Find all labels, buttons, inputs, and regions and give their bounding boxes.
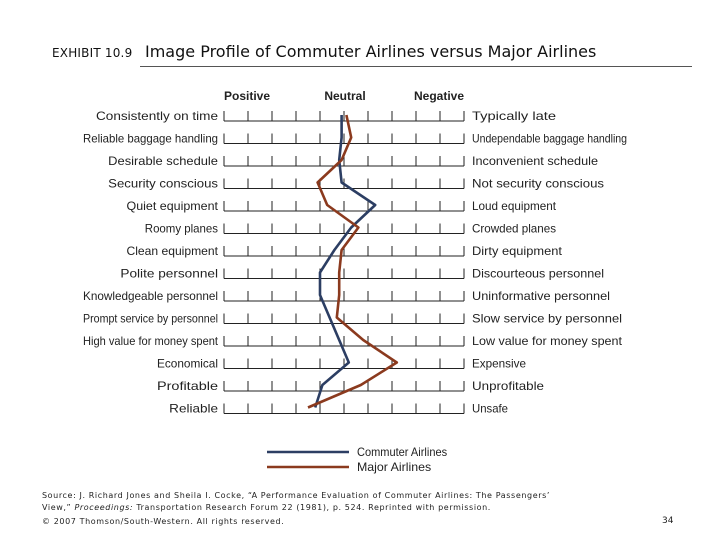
right-attribute-label: Discourteous personnel	[472, 267, 604, 281]
source-line-2-a: View,”	[42, 503, 72, 512]
left-attribute-label: Consistently on time	[96, 109, 218, 123]
right-attribute-label: Typically late	[472, 109, 556, 123]
left-attribute-label: Security conscious	[108, 177, 218, 191]
right-attribute-label: Not security conscious	[472, 177, 604, 191]
left-attribute-label: Desirable schedule	[108, 154, 218, 168]
right-attribute-label: Loud equipment	[472, 199, 557, 213]
slide-header: EXHIBIT 10.9 Image Profile of Commuter A…	[0, 0, 720, 70]
semantic-differential-chart: Positive Neutral Negative Consistently on …	[83, 89, 627, 474]
right-attribute-label: Slow service by personnel	[472, 312, 622, 326]
left-attribute-label: Reliable	[169, 402, 218, 416]
legend-label: Major Airlines	[357, 460, 431, 474]
right-attribute-label: Low value for money spent	[472, 334, 623, 348]
right-attribute-label: Expensive	[472, 357, 526, 371]
left-attribute-label: Polite personnel	[120, 267, 218, 281]
right-attribute-label: Undependable baggage handling	[472, 132, 627, 146]
page-number: 34	[662, 516, 674, 526]
left-attribute-label: Reliable baggage handling	[83, 132, 218, 146]
left-attribute-label: Roomy planes	[145, 222, 218, 236]
series-line-commuter-airlines	[313, 115, 377, 408]
left-attribute-label: Profitable	[157, 379, 218, 393]
positive-attribute-labels: Consistently on time Reliable baggage han…	[83, 109, 219, 416]
legend-label: Commuter Airlines	[357, 445, 447, 459]
source-line-1: Source: J. Richard Jones and Sheila I. C…	[42, 491, 551, 500]
right-attribute-label: Dirty equipment	[472, 244, 563, 258]
scale-label-neutral: Neutral	[324, 89, 365, 103]
negative-attribute-labels: Typically late Undependable baggage handl…	[472, 109, 627, 416]
left-attribute-label: Quiet equipment	[127, 199, 219, 213]
exhibit-label: EXHIBIT 10.9	[52, 46, 133, 60]
scale-labels: Positive Neutral Negative	[224, 89, 464, 103]
rating-scale-grid	[223, 111, 465, 414]
right-attribute-label: Crowded planes	[472, 222, 556, 236]
series-line-major-airlines	[307, 114, 399, 409]
scale-label-negative: Negative	[414, 89, 464, 103]
source-citation: Source: J. Richard Jones and Sheila I. C…	[42, 490, 682, 514]
right-attribute-label: Unprofitable	[472, 379, 544, 393]
left-attribute-label: Prompt service by personnel	[83, 312, 218, 326]
copyright-notice: © 2007 Thomson/South-Western. All rights…	[42, 517, 285, 526]
scale-label-positive: Positive	[224, 89, 270, 103]
title-rule	[140, 66, 692, 67]
series-lines	[307, 114, 399, 409]
left-attribute-label: Economical	[157, 357, 218, 371]
left-attribute-label: Knowledgeable personnel	[83, 289, 218, 303]
source-publication: Proceedings:	[74, 503, 134, 512]
slide-title: Image Profile of Commuter Airlines versu…	[145, 42, 597, 61]
right-attribute-label: Inconvenient schedule	[472, 154, 598, 168]
right-attribute-label: Uninformative personnel	[472, 289, 610, 303]
left-attribute-label: Clean equipment	[127, 244, 219, 258]
right-attribute-label: Unsafe	[472, 402, 508, 416]
source-line-2-b: Transportation Research Forum 22 (1981),…	[136, 503, 491, 512]
left-attribute-label: High value for money spent	[83, 334, 219, 348]
source-line-2: View,” Proceedings: Transportation Resea…	[42, 502, 682, 514]
